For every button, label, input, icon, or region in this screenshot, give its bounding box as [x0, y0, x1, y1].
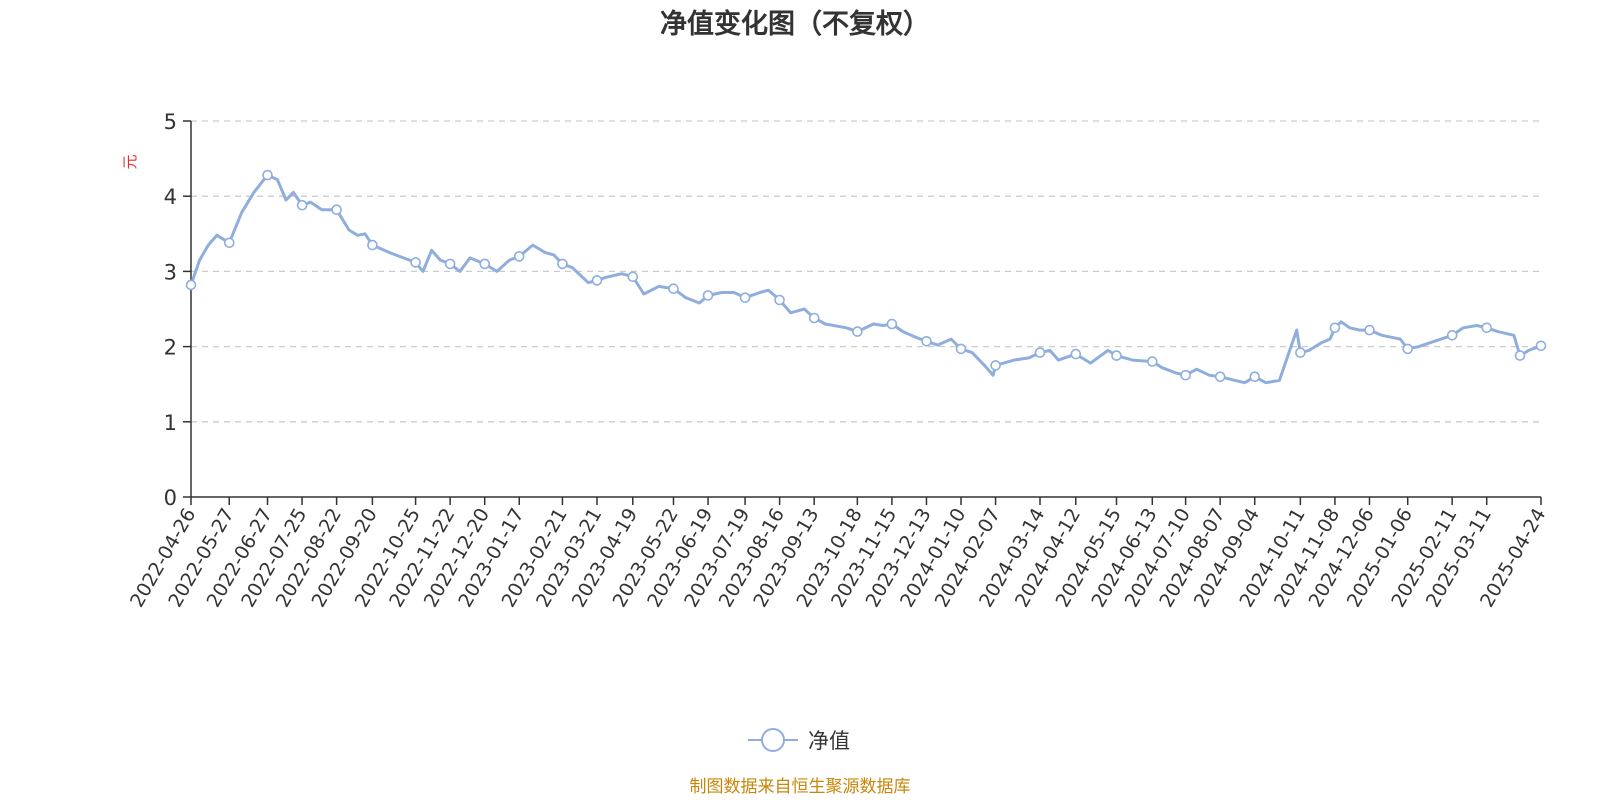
data-point-marker[interactable] [185, 279, 197, 291]
chart-title: 净值变化图（不复权） [660, 8, 930, 40]
data-point-marker[interactable] [1364, 324, 1375, 336]
data-point-marker[interactable] [367, 239, 378, 251]
y-axis-unit-label: 元 [121, 154, 139, 169]
y-tick-label: 0 [164, 486, 177, 510]
series-nav [185, 169, 1547, 385]
data-point-marker[interactable] [1070, 348, 1082, 360]
data-point-marker[interactable] [1111, 350, 1122, 361]
data-point-marker[interactable] [296, 199, 308, 211]
x-axis-ticks: 2022-04-262022-05-272022-06-272022-07-25… [126, 497, 1550, 611]
data-point-marker[interactable] [1180, 369, 1191, 381]
data-point-marker[interactable] [331, 204, 342, 215]
data-point-marker[interactable] [774, 294, 785, 306]
data-point-marker[interactable] [224, 237, 235, 249]
y-tick-label: 3 [164, 260, 177, 284]
data-point-marker[interactable] [990, 360, 1001, 371]
data-point-marker[interactable] [444, 258, 456, 270]
data-point-marker[interactable] [1446, 329, 1458, 341]
data-point-marker[interactable] [1147, 356, 1158, 367]
data-point-marker[interactable] [1535, 340, 1547, 352]
data-point-marker[interactable] [1249, 371, 1260, 383]
data-point-marker[interactable] [668, 283, 679, 295]
y-tick-label: 1 [164, 411, 177, 435]
data-point-marker[interactable] [1214, 371, 1226, 383]
data-point-marker[interactable] [513, 251, 525, 262]
data-point-marker[interactable] [739, 292, 751, 304]
data-point-marker[interactable] [479, 258, 491, 270]
data-point-marker[interactable] [557, 258, 568, 270]
data-point-marker[interactable] [627, 271, 639, 283]
data-point-marker[interactable] [1481, 322, 1492, 334]
data-point-marker[interactable] [410, 257, 421, 268]
data-point-marker[interactable] [262, 169, 273, 181]
data-point-marker[interactable] [808, 312, 820, 324]
data-point-marker[interactable] [1295, 347, 1306, 358]
data-source-note: 制图数据来自恒生聚源数据库 [690, 777, 911, 797]
data-point-marker[interactable] [852, 326, 863, 337]
data-point-marker[interactable] [886, 318, 898, 330]
data-point-marker[interactable] [702, 290, 714, 301]
y-axis-ticks: 0 1 2 3 4 5 [164, 110, 191, 510]
data-point-marker[interactable] [1402, 343, 1413, 355]
y-tick-label: 5 [164, 110, 177, 134]
data-point-marker[interactable] [955, 343, 967, 355]
gridlines [191, 120, 1541, 423]
y-tick-label: 2 [164, 336, 177, 360]
data-point-marker[interactable] [591, 275, 603, 286]
legend[interactable]: 净值 [748, 728, 850, 753]
legend-marker-icon [761, 728, 785, 752]
data-point-marker[interactable] [921, 335, 932, 347]
series-line-nav [189, 173, 1543, 385]
data-point-marker[interactable] [1034, 347, 1046, 358]
y-tick-label: 4 [164, 185, 177, 209]
data-point-marker[interactable] [1329, 322, 1341, 334]
data-point-marker[interactable] [1514, 350, 1526, 361]
legend-label: 净值 [808, 729, 850, 753]
